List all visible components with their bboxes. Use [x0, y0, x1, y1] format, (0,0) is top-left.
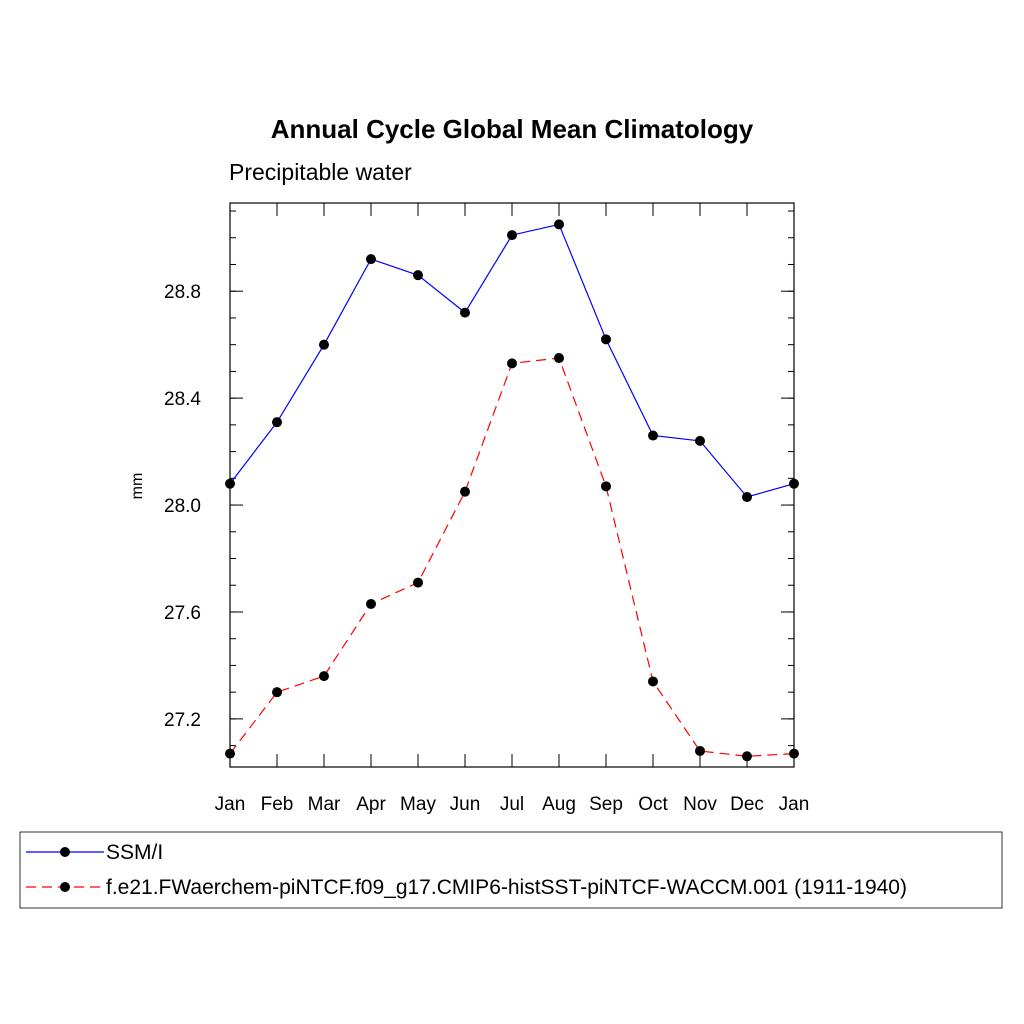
legend: SSM/I f.e21.FWaerchem-piNTCF.f09_g17.CMIP…: [26, 841, 907, 899]
series-1-point: [366, 254, 376, 265]
legend-marker-2: [60, 882, 70, 892]
legend-marker-1: [60, 847, 70, 857]
series-2-point: [319, 671, 329, 682]
y-tick-label: 27.2: [164, 710, 201, 731]
y-tick-label: 28.4: [164, 389, 201, 410]
x-tick-label: Oct: [638, 794, 668, 815]
chart-title: Annual Cycle Global Mean Climatology: [271, 114, 754, 144]
y-axis-label: mm: [129, 473, 146, 500]
x-tick-label: Aug: [542, 794, 576, 815]
series-2-point: [695, 745, 705, 756]
series-2-point: [272, 687, 282, 698]
x-tick-label: Apr: [356, 794, 386, 815]
x-tick-label: Mar: [308, 794, 341, 815]
y-tick-label: 28.8: [164, 282, 201, 303]
series-1-point: [648, 430, 658, 441]
x-tick-label: Dec: [730, 794, 764, 815]
legend-label-1: SSM/I: [106, 841, 163, 864]
series-1-point: [460, 307, 470, 318]
y-tick-label: 28.0: [164, 496, 201, 517]
series-2-point: [554, 353, 564, 364]
x-tick-label: Nov: [683, 794, 717, 815]
series-1-point: [413, 270, 423, 281]
series-2-point: [413, 577, 423, 588]
series-1-point: [319, 339, 329, 350]
x-tick-label: Jan: [215, 794, 246, 815]
series-2-point: [366, 598, 376, 609]
legend-label-2: f.e21.FWaerchem-piNTCF.f09_g17.CMIP6-his…: [106, 876, 907, 899]
axis-ticks: Jan Feb Mar Apr May Jun Jul Aug Sep Oct Nov Dec Jan 2…: [164, 203, 809, 815]
series-1-point: [601, 334, 611, 345]
series-1-point: [695, 435, 705, 446]
series-1-point: [554, 219, 564, 230]
x-tick-label: Sep: [589, 794, 623, 815]
x-tick-label: Jan: [779, 794, 810, 815]
series-2-point: [460, 486, 470, 497]
x-tick-label: Jun: [450, 794, 481, 815]
x-tick-label: Jul: [500, 794, 524, 815]
x-tick-label: Feb: [261, 794, 294, 815]
series-line-2: [229, 357, 795, 757]
series-2-point: [648, 676, 658, 687]
series-2-point: [601, 481, 611, 492]
series-layer: [225, 219, 799, 762]
plot-area-frame: [229, 202, 795, 768]
legend-box: [19, 831, 1003, 909]
chart-subtitle: Precipitable water: [229, 159, 412, 185]
series-1-point: [272, 417, 282, 428]
series-1-point: [507, 230, 517, 241]
x-tick-label: May: [400, 794, 436, 815]
series-2-point: [742, 751, 752, 762]
series-2-point: [507, 358, 517, 369]
y-tick-label: 27.6: [164, 603, 201, 624]
series-1-point: [742, 492, 752, 503]
